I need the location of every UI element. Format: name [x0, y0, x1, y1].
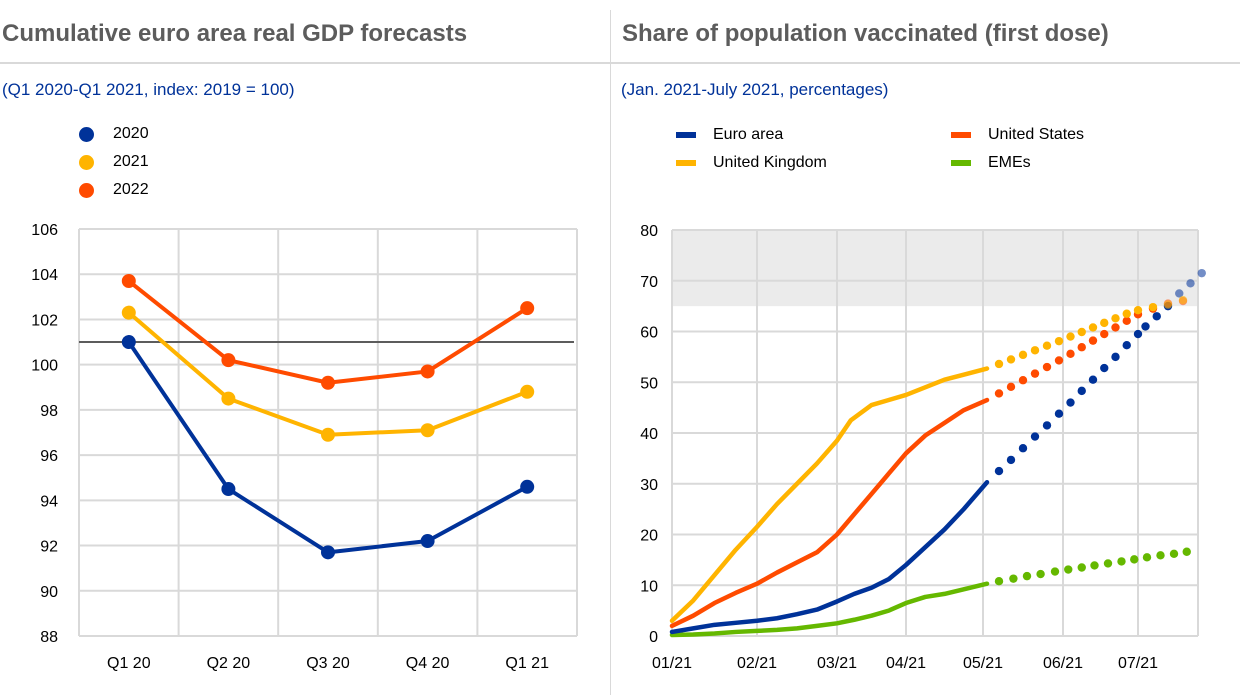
gdp-y-tick-label: 90: [40, 584, 58, 601]
legend-label-2021: 2021: [113, 153, 149, 170]
gdp-series-group: [121, 274, 535, 560]
gdp-x-tick-label: Q1 20: [107, 655, 151, 672]
gdp-y-tick-label: 94: [40, 493, 58, 510]
vaccination-panel: Share of population vaccinated (first do…: [611, 0, 1240, 695]
gdp-x-tick-label: Q3 20: [306, 655, 350, 672]
legend-marker-2022: [79, 182, 94, 198]
gdp-y-tick-label: 88: [40, 629, 58, 646]
gdp-y-tick-label: 106: [31, 222, 58, 239]
gdp-point-2022: [520, 301, 535, 316]
legend-label-2020: 2020: [113, 125, 149, 142]
gdp-point-2020: [321, 545, 335, 560]
gdp-x-tick-label: Q2 20: [207, 655, 251, 672]
gdp-point-2021: [221, 391, 236, 406]
panel-divider-vertical: [610, 10, 611, 695]
legend-marker-united-states: [951, 132, 971, 138]
legend-label-euro-area: Euro area: [713, 126, 784, 143]
gdp-point-2021: [420, 423, 435, 438]
gdp-x-tick-label: Q4 20: [406, 655, 450, 672]
gdp-point-2021: [121, 305, 136, 320]
gdp-point-2022: [321, 375, 335, 390]
title-divider-horizontal: [0, 62, 1240, 64]
gdp-point-2020: [420, 534, 435, 549]
gdp-y-tick-label: 104: [31, 267, 58, 284]
gdp-series-2022: [121, 274, 535, 390]
legend-item-euro-area: Euro area: [676, 126, 783, 144]
legend-marker-united-kingdom: [676, 160, 696, 166]
gdp-chart-subtitle: (Q1 2020-Q1 2021, index: 2019 = 100): [2, 80, 295, 99]
gdp-y-tick-label: 100: [31, 358, 58, 375]
legend-label-united-states: United States: [988, 126, 1085, 143]
legend-label-united-kingdom: United Kingdom: [713, 154, 827, 171]
gdp-y-tick-label: 102: [31, 312, 58, 329]
gdp-x-tick-label: Q1 21: [505, 655, 549, 672]
legend-marker-euro-area: [676, 132, 696, 138]
gdp-line-2022: [127, 279, 529, 385]
legend-item-united-states: United States: [951, 126, 1084, 144]
gdp-y-tick-label: 96: [40, 448, 58, 465]
gdp-forecast-panel: Cumulative euro area real GDP forecasts …: [0, 0, 610, 695]
gdp-x-axis-ticks: Q1 20 Q2 20 Q3 20 Q4 20 Q1 21: [107, 655, 549, 672]
gdp-point-2020: [221, 482, 236, 497]
legend-item-united-kingdom: United Kingdom: [676, 154, 827, 172]
legend-item-emes: EMEs: [951, 154, 1031, 172]
gdp-point-2022: [121, 274, 136, 289]
gdp-point-2022: [420, 364, 435, 379]
gdp-y-tick-label: 98: [40, 403, 58, 420]
gdp-point-2022: [221, 353, 236, 368]
legend-marker-2021: [79, 154, 94, 170]
gdp-point-2020: [121, 335, 136, 350]
gdp-series-2020: [121, 335, 535, 560]
legend-marker-emes: [951, 160, 971, 166]
vaccination-chart-title: Share of population vaccinated (first do…: [622, 20, 1109, 47]
gdp-chart-svg: 88 90 92 94 96 98 100 102 104 106 Q1 20 Q2 20 Q3 20…: [31, 222, 578, 672]
legend-item-2020: 2020: [79, 125, 149, 143]
legend-item-2021: 2021: [79, 153, 149, 171]
legend-label-emes: EMEs: [988, 154, 1031, 171]
vaccination-chart-subtitle: (Jan. 2021-July 2021, percentages): [621, 80, 889, 99]
gdp-y-axis-ticks: 88 90 92 94 96 98 100 102 104 106: [31, 222, 58, 646]
legend-label-2022: 2022: [113, 181, 149, 198]
gdp-point-2020: [520, 479, 535, 494]
legend-marker-2020: [79, 126, 94, 142]
gdp-line-2020: [127, 340, 529, 555]
gdp-chart-title: Cumulative euro area real GDP forecasts: [2, 20, 468, 47]
gdp-series-2021: [121, 305, 535, 442]
gdp-point-2021: [321, 427, 335, 442]
gdp-y-tick-label: 92: [40, 539, 58, 556]
legend-item-2022: 2022: [79, 181, 149, 199]
gdp-point-2021: [520, 384, 535, 399]
